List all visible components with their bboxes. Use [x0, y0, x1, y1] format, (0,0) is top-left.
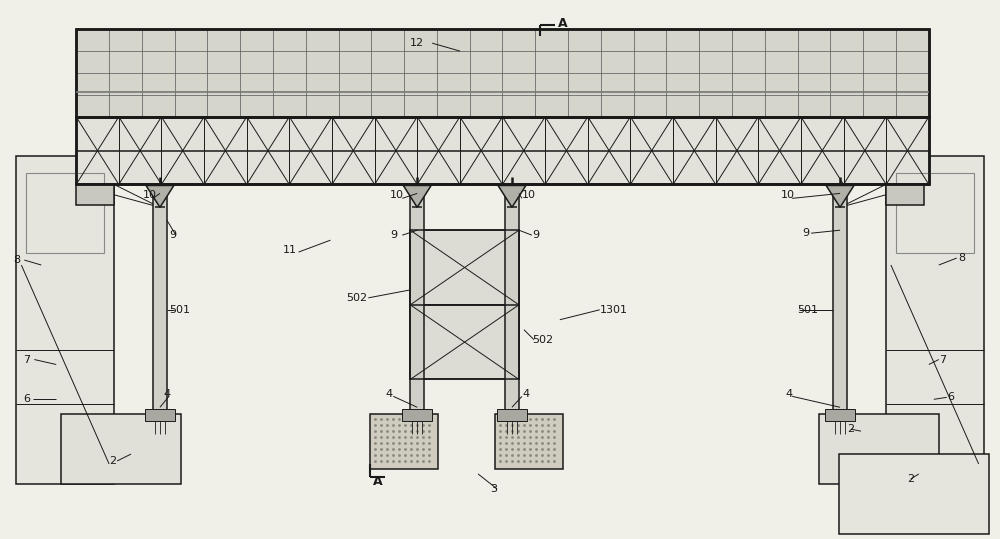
Bar: [76, 117, 929, 184]
Bar: [495, 414, 563, 469]
Text: 11: 11: [283, 245, 297, 255]
Text: 3: 3: [490, 484, 497, 494]
Text: 9: 9: [532, 230, 539, 240]
Text: 502: 502: [346, 293, 368, 303]
Bar: [896, 174, 974, 253]
Text: 8: 8: [13, 255, 20, 265]
Bar: [825, 409, 855, 421]
Text: 501: 501: [797, 305, 818, 315]
Text: 10: 10: [143, 190, 157, 201]
Polygon shape: [886, 184, 924, 205]
Bar: [145, 409, 175, 421]
Text: 4: 4: [163, 389, 170, 399]
Polygon shape: [498, 185, 526, 208]
Bar: [505, 185, 519, 414]
Bar: [886, 156, 984, 484]
Text: 10: 10: [781, 190, 795, 201]
Bar: [410, 185, 424, 414]
Bar: [370, 414, 438, 469]
Text: 1301: 1301: [600, 305, 628, 315]
Text: 9: 9: [169, 230, 176, 240]
Bar: [833, 185, 847, 414]
Text: 4: 4: [522, 389, 529, 399]
Text: 10: 10: [522, 190, 536, 201]
Text: A: A: [558, 17, 567, 30]
Text: 6: 6: [23, 395, 30, 404]
Polygon shape: [403, 185, 431, 208]
Bar: [410, 230, 519, 379]
Text: 501: 501: [169, 305, 190, 315]
Polygon shape: [826, 185, 854, 208]
Bar: [497, 409, 527, 421]
Bar: [410, 305, 519, 379]
Text: 8: 8: [959, 253, 966, 263]
Bar: [819, 414, 939, 484]
Text: 10: 10: [390, 190, 404, 201]
Polygon shape: [76, 184, 114, 205]
Bar: [76, 117, 929, 184]
Bar: [76, 29, 929, 117]
Bar: [402, 409, 432, 421]
Text: 9: 9: [802, 228, 809, 238]
Polygon shape: [146, 185, 174, 208]
Text: 4: 4: [785, 389, 792, 399]
Text: 6: 6: [947, 392, 954, 402]
Bar: [16, 156, 114, 484]
Text: 2: 2: [847, 424, 854, 434]
Bar: [839, 454, 989, 534]
Bar: [61, 414, 181, 484]
Text: A: A: [373, 475, 383, 488]
Text: 502: 502: [532, 335, 553, 344]
Text: 2: 2: [907, 474, 914, 484]
Text: 7: 7: [23, 355, 30, 364]
Text: 7: 7: [939, 355, 946, 364]
Bar: [153, 185, 167, 414]
Text: 4: 4: [385, 389, 392, 399]
Text: 2: 2: [109, 456, 116, 466]
Bar: [410, 230, 519, 305]
Bar: [26, 174, 104, 253]
Text: 9: 9: [390, 230, 397, 240]
Text: 12: 12: [410, 38, 424, 48]
Bar: [76, 29, 929, 117]
